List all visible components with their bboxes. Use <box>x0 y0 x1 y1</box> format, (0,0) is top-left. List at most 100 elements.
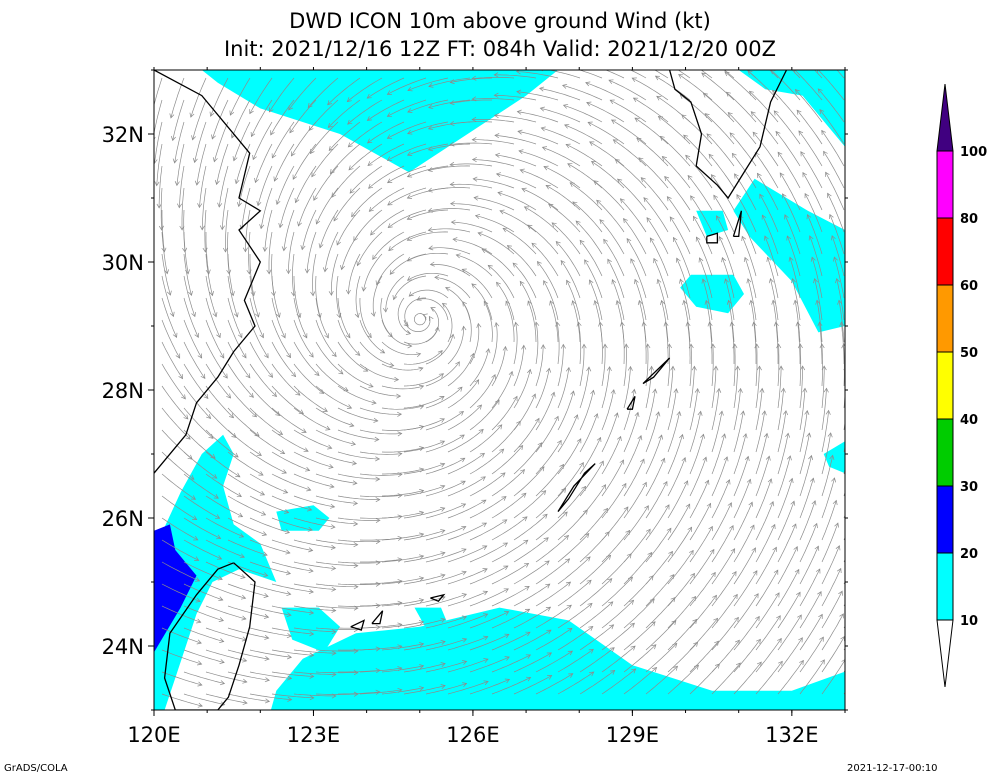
streamline-arrow <box>403 321 409 327</box>
streamline-85 <box>205 671 247 683</box>
streamline-arrow <box>471 157 477 163</box>
streamline-arrow <box>397 493 403 499</box>
streamline-259 <box>338 669 380 673</box>
streamline-348 <box>387 77 427 95</box>
streamline-453 <box>491 445 523 475</box>
streamline-arrow <box>367 333 372 339</box>
streamline-206 <box>292 143 317 180</box>
streamline-arrow <box>176 203 182 209</box>
streamline-119 <box>235 143 251 184</box>
streamline-75 <box>205 451 241 478</box>
streamline-106 <box>227 495 266 516</box>
streamline-arrow <box>219 225 225 231</box>
streamline-arrow <box>212 157 218 163</box>
streamline-28 <box>161 693 203 707</box>
streamline-arrow <box>366 116 372 121</box>
streamline-arrow <box>249 109 254 115</box>
streamline-366 <box>425 457 465 475</box>
streamline-325 <box>370 209 405 236</box>
streamline-arrow <box>216 555 223 560</box>
streamline-188 <box>293 385 328 412</box>
streamline-232 <box>307 77 339 108</box>
streamline-arrow <box>804 192 810 199</box>
streamline-arrow <box>386 178 393 184</box>
streamline-arrow <box>579 461 584 468</box>
streamline-594 <box>601 344 606 387</box>
streamline-122 <box>245 209 251 252</box>
streamline-arrow <box>802 171 807 178</box>
streamline-448 <box>491 322 498 365</box>
streamline-arrow <box>281 246 287 252</box>
streamline-arrow <box>308 125 314 131</box>
streamline-347 <box>403 685 446 695</box>
streamline-arrow <box>440 551 446 557</box>
streamline-637 <box>623 667 657 695</box>
streamline-arrow <box>569 182 575 188</box>
streamline-arrow <box>455 253 461 259</box>
streamline-arrow <box>608 79 614 85</box>
streamline-arrow <box>324 333 329 339</box>
colorbar-under-triangle <box>936 619 954 688</box>
streamline-arrow <box>286 352 292 359</box>
streamline-148 <box>255 143 273 183</box>
streamline-512 <box>535 464 564 497</box>
streamline-arrow <box>346 404 353 409</box>
streamline-614 <box>591 161 625 189</box>
streamline-765 <box>725 278 735 321</box>
streamline-875 <box>800 151 823 189</box>
streamline-137 <box>249 539 290 554</box>
streamline-arrow <box>242 678 248 684</box>
streamline-858 <box>799 410 808 453</box>
streamline-arrow <box>636 137 642 143</box>
streamline-748 <box>711 548 736 585</box>
streamline-arrow <box>197 660 203 666</box>
streamline-arrow <box>327 123 333 129</box>
streamline-arrow <box>226 269 232 275</box>
streamline-arrow <box>670 365 676 371</box>
streamline-arrow <box>178 373 184 380</box>
x-tick-label: 123E <box>287 723 340 747</box>
streamline-803 <box>755 478 772 519</box>
streamline-284 <box>360 580 402 585</box>
streamline-arrow <box>581 343 587 349</box>
streamline-arrow <box>585 81 591 87</box>
streamline-905 <box>825 172 845 211</box>
streamline-203 <box>288 77 317 111</box>
streamline-arrow <box>704 299 710 305</box>
streamline-arrow <box>506 245 512 250</box>
streamline-312 <box>381 555 424 563</box>
streamline-397 <box>447 499 487 519</box>
streamline-arrow <box>502 542 509 548</box>
streamline-arrow <box>282 488 289 494</box>
streamline-690 <box>667 550 694 585</box>
streamline-arrow <box>280 449 286 455</box>
streamline-285 <box>359 602 402 607</box>
streamline-arrow <box>471 75 477 81</box>
streamline-arrow <box>499 209 505 215</box>
streamline-556 <box>543 166 581 189</box>
streamline-313 <box>381 577 424 585</box>
streamline-593 <box>599 322 603 365</box>
streamline-arrow <box>800 365 806 371</box>
streamline-arrow <box>450 219 456 225</box>
streamline-898 <box>821 659 845 695</box>
streamline-arrow <box>561 487 567 493</box>
streamline-706 <box>676 258 691 299</box>
streamline-349 <box>387 99 427 117</box>
streamline-479 <box>513 369 531 409</box>
streamline-101 <box>227 385 257 418</box>
streamline-531 <box>531 242 559 277</box>
streamline-arrow <box>286 591 292 597</box>
streamline-arrow <box>496 281 501 287</box>
streamline-arrow <box>730 548 736 554</box>
streamline-395 <box>447 453 485 475</box>
streamline-245 <box>337 363 374 388</box>
streamline-115 <box>227 693 270 702</box>
streamline-arrow <box>482 613 489 618</box>
streamline-arrow <box>545 185 551 190</box>
streamline-arrow <box>419 446 425 452</box>
streamline-926 <box>843 669 845 673</box>
streamline-arrow <box>367 138 373 144</box>
streamline-arrow <box>827 432 833 438</box>
streamline-770 <box>733 388 741 431</box>
